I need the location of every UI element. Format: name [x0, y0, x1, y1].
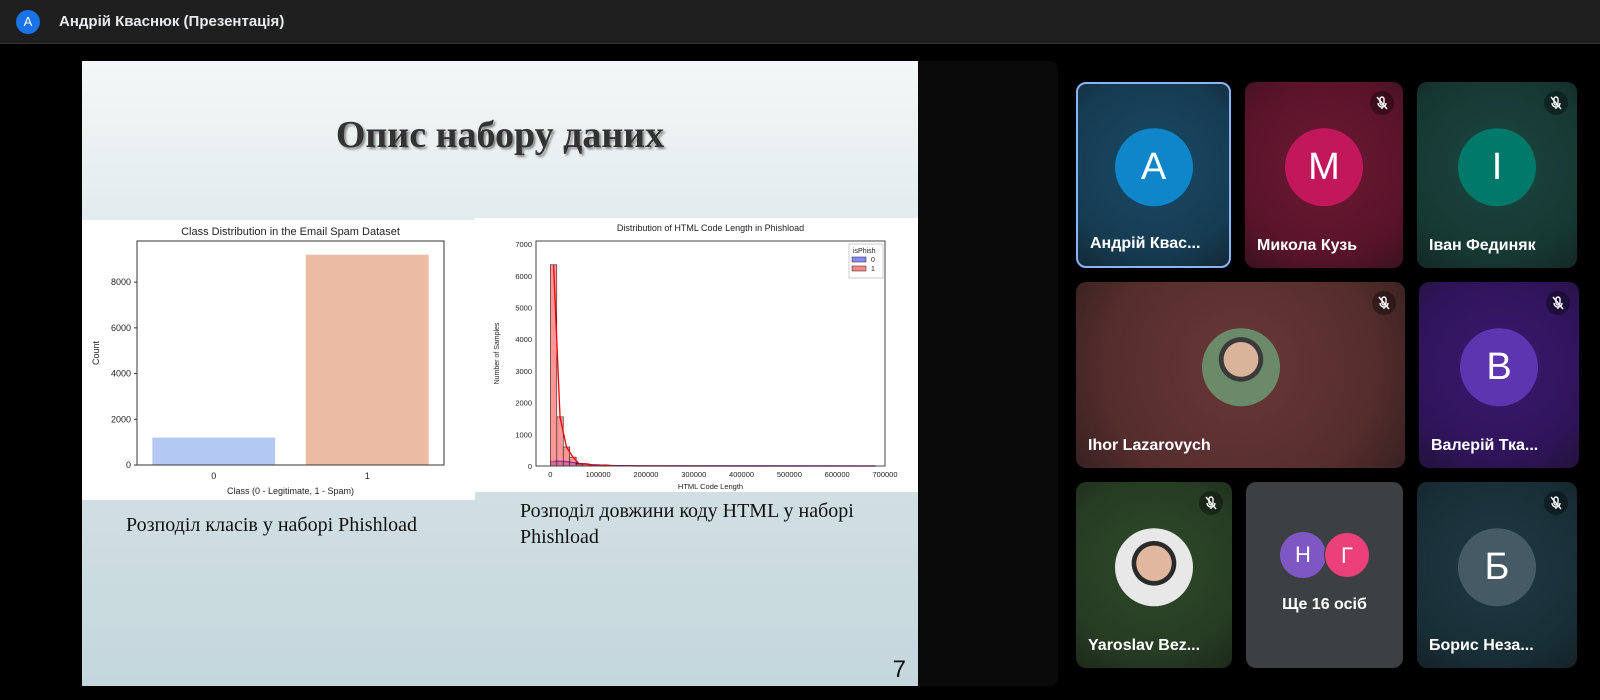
histogram-bar-1	[550, 264, 558, 467]
participant-name: Андрій Квас...	[1090, 235, 1201, 252]
participant-tile[interactable]: Б Борис Неза...	[1417, 482, 1577, 668]
x-axis-label: HTML Code Length	[678, 482, 743, 491]
x-axis-label: Class (0 - Legitimate, 1 - Spam)	[227, 486, 354, 496]
histogram-bar-1	[569, 456, 577, 467]
presentation-title: Андрій Кваснюк (Презентація)	[59, 13, 285, 30]
participant-name: Yaroslav Bez...	[1088, 637, 1201, 654]
participant-avatar: A	[1114, 128, 1193, 207]
x-tick-label: 200000	[633, 470, 658, 479]
y-tick-label: 0	[126, 460, 131, 470]
caption-right: Розподіл довжини коду HTML у наборі Phis…	[520, 500, 854, 548]
chart-title: Class Distribution in the Email Spam Dat…	[181, 226, 400, 238]
participant-tile[interactable]: A Андрій Квас...	[1076, 82, 1231, 268]
x-tick-label: 1	[365, 471, 370, 481]
x-tick-label: 0	[548, 470, 552, 479]
meeting-header: A Андрій Кваснюк (Презентація)	[0, 0, 1600, 44]
more-participants-tile[interactable]: Н Г Ще 16 осіб	[1246, 482, 1403, 668]
y-tick-label: 6000	[515, 272, 532, 281]
participant-photo	[1115, 528, 1193, 607]
participant-avatar: M	[1285, 128, 1363, 207]
y-tick-label: 8000	[111, 277, 131, 287]
y-tick-label: 0	[528, 462, 532, 471]
mic-off-icon	[1199, 491, 1223, 515]
presentation-slide: Опис набору даних Class Distribution in …	[82, 61, 918, 686]
participant-name: Ihor Lazarovych	[1088, 437, 1211, 454]
caption-left: Розподіл класів у наборі Phishload	[126, 514, 418, 536]
participant-name: Микола Кузь	[1257, 237, 1358, 254]
x-tick-label: 300000	[681, 470, 706, 479]
stage-padding	[918, 61, 1058, 686]
participant-name: Іван Фединяк	[1429, 237, 1536, 254]
participant-photo	[1201, 328, 1280, 407]
histogram-bar-1	[556, 416, 564, 467]
class-distribution-chart: Class Distribution in the Email Spam Dat…	[82, 220, 475, 500]
participant-name: Валерій Тка...	[1431, 437, 1539, 454]
participant-avatar: І	[1458, 128, 1536, 207]
bar-0	[152, 437, 276, 465]
x-tick-label: 700000	[872, 470, 897, 479]
legend-title: isPhish	[853, 248, 876, 255]
participant-avatar: Г	[1324, 532, 1370, 578]
page-number: 7	[892, 656, 906, 683]
x-tick-label: 100000	[586, 470, 611, 479]
y-tick-label: 1000	[515, 430, 532, 439]
chart-title: Distribution of HTML Code Length in Phis…	[617, 223, 804, 233]
mic-off-icon	[1544, 91, 1568, 115]
participant-tile[interactable]: M Микола Кузь	[1245, 82, 1403, 268]
presenter-avatar: A	[16, 10, 40, 34]
x-tick-label: 500000	[777, 470, 802, 479]
y-tick-label: 4000	[515, 335, 532, 344]
y-tick-label: 2000	[515, 399, 532, 408]
participant-avatar: Н	[1280, 532, 1326, 578]
y-axis-label: Number of Samples	[494, 322, 501, 384]
legend-label: 0	[871, 257, 875, 264]
legend-label: 1	[871, 266, 875, 273]
x-tick-label: 600000	[825, 470, 850, 479]
legend-swatch-0	[851, 256, 867, 263]
y-axis-label: Count	[91, 341, 101, 366]
html-length-chart: Distribution of HTML Code Length in Phis…	[475, 218, 918, 492]
mic-off-icon	[1544, 491, 1568, 515]
participant-avatar: В	[1460, 328, 1538, 407]
plot-frame	[535, 240, 886, 467]
mic-off-icon	[1546, 291, 1570, 315]
y-tick-label: 6000	[111, 323, 131, 333]
y-tick-label: 7000	[515, 240, 532, 249]
x-tick-label: 400000	[729, 470, 754, 479]
bar-1	[305, 254, 429, 465]
participant-name: Борис Неза...	[1429, 637, 1534, 654]
more-participants-label: Ще 16 осіб	[1282, 596, 1367, 613]
y-tick-label: 5000	[515, 304, 532, 313]
legend-swatch-1	[851, 265, 867, 272]
mic-off-icon	[1370, 91, 1394, 115]
y-tick-label: 3000	[515, 367, 532, 376]
participant-avatar: Б	[1458, 528, 1536, 607]
participant-tile[interactable]: Yaroslav Bez...	[1076, 482, 1232, 668]
mic-off-icon	[1372, 291, 1396, 315]
kde-line-1	[552, 264, 876, 467]
y-tick-label: 2000	[111, 414, 131, 424]
y-tick-label: 4000	[111, 369, 131, 379]
x-tick-label: 0	[211, 471, 216, 481]
plot-frame	[136, 240, 445, 466]
slide-title: Опис набору даних	[335, 114, 665, 156]
participant-tile[interactable]: В Валерій Тка...	[1419, 282, 1579, 468]
participant-tile[interactable]: І Іван Фединяк	[1417, 82, 1577, 268]
participant-tile[interactable]: Ihor Lazarovych	[1076, 282, 1405, 468]
